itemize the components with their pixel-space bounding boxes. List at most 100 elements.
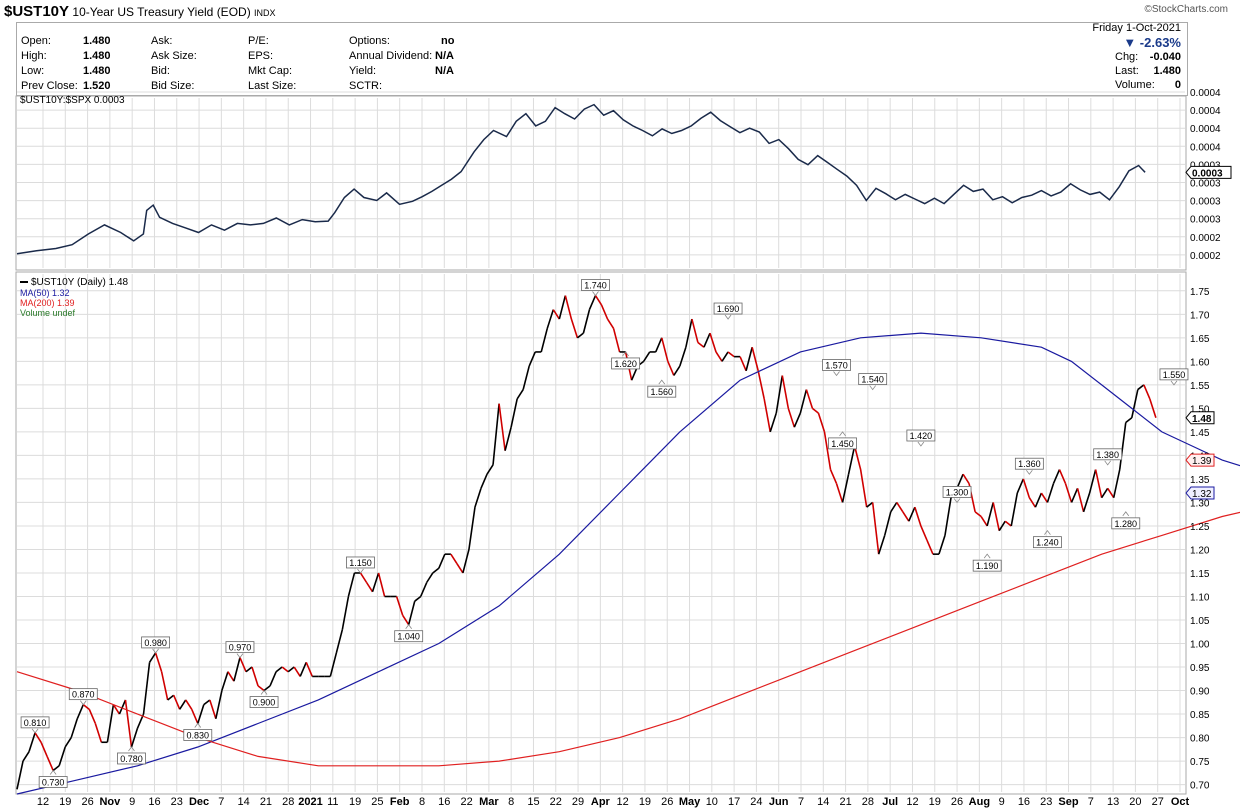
price-segment: [329, 652, 338, 677]
price-segment: [920, 525, 928, 541]
price-segment: [142, 662, 151, 715]
price-segment: [221, 671, 229, 691]
volume-value: 0: [1174, 79, 1181, 91]
price-segment: [498, 403, 506, 451]
price-segment: [191, 709, 199, 724]
annotation-box: [828, 437, 857, 450]
x-tick-label: Dec: [189, 796, 209, 808]
low-value: 1.480: [83, 65, 111, 77]
price-y-tick-label: 1.65: [1190, 334, 1210, 345]
x-tick-label: 13: [1107, 796, 1119, 808]
annotation-box: [346, 556, 375, 569]
price-segment: [305, 662, 314, 677]
price-segment: [582, 309, 591, 334]
x-tick-label: 2021: [298, 796, 322, 808]
price-segment: [450, 553, 458, 564]
price-segment: [703, 332, 711, 348]
x-tick-label: Nov: [99, 796, 121, 808]
annotation-label: 1.300: [946, 487, 969, 497]
x-tick-label: 24: [750, 796, 762, 808]
price-segment: [203, 699, 211, 706]
annotation-label: 0.780: [120, 754, 143, 764]
x-tick-label: 20: [1129, 796, 1141, 808]
price-segment: [709, 332, 717, 353]
x-tick-label: 29: [572, 796, 584, 808]
price-segment: [46, 756, 54, 771]
price-segment: [823, 431, 832, 470]
price-segment: [40, 741, 48, 757]
price-y-tick-label: 0.85: [1190, 710, 1210, 721]
annotation-label: 1.620: [614, 359, 637, 369]
price-segment: [1028, 497, 1037, 508]
annotation-label: 1.190: [976, 561, 999, 571]
price-segment: [492, 403, 500, 465]
price-segment: [787, 408, 796, 428]
price-segment: [130, 727, 139, 748]
price-segment: [576, 332, 584, 339]
price-y-tick-label: 1.60: [1190, 357, 1210, 368]
price-segment: [956, 473, 964, 489]
x-tick-label: 9: [129, 796, 135, 808]
price-segment: [974, 511, 982, 518]
price-segment: [1088, 469, 1097, 494]
price-segment: [992, 502, 1001, 531]
annotation-box: [906, 429, 936, 442]
price-segment: [902, 511, 910, 522]
annotation-box: [1033, 536, 1062, 549]
open-value: 1.480: [83, 35, 111, 47]
price-y-tick-label: 1.55: [1190, 381, 1210, 392]
price-segment: [817, 412, 826, 433]
brand-logo[interactable]: ©StockCharts.com: [1144, 4, 1228, 15]
x-tick-label: 15: [527, 796, 539, 808]
ratio-tag-label: 0.0003: [1192, 168, 1223, 179]
x-tick-label: 21: [839, 796, 851, 808]
ratio-y-tick-label: 0.0002: [1190, 251, 1221, 262]
price-segment: [1034, 492, 1043, 508]
price-segment: [227, 671, 235, 682]
price-segment: [739, 356, 747, 372]
ma50-line: [16, 332, 1240, 795]
price-segment: [1040, 492, 1049, 503]
chart-title: $UST10Y 10-Year US Treasury Yield (EOD) …: [4, 3, 276, 20]
price-segment: [245, 666, 253, 673]
price-segment: [606, 318, 615, 329]
price-segment: [1100, 487, 1109, 499]
down-arrow-icon: ▼: [1123, 35, 1140, 50]
price-segment: [1010, 492, 1019, 527]
x-tick-label: 16: [148, 796, 160, 808]
price-y-tick-label: 1.30: [1190, 498, 1210, 509]
price-segment: [112, 704, 121, 715]
x-tick-label: 23: [1040, 796, 1052, 808]
price-segment: [552, 309, 561, 320]
price-segment: [998, 520, 1006, 532]
price-segment: [420, 582, 428, 597]
price-segment: [1094, 469, 1103, 498]
ratio-y-tick-label: 0.0003: [1190, 179, 1221, 190]
annotation-label: 0.970: [229, 643, 252, 653]
annotation-box: [20, 716, 50, 729]
annotation-label: 1.360: [1018, 459, 1041, 469]
price-segment: [1143, 384, 1151, 400]
price-segment: [365, 581, 374, 593]
price-segment: [685, 318, 693, 348]
price-segment: [1112, 469, 1121, 498]
price-segment: [588, 295, 597, 310]
price-segment: [908, 506, 916, 522]
x-tick-label: 28: [862, 796, 874, 808]
price-segment: [1022, 478, 1031, 498]
price-y-tick-label: 1.70: [1190, 310, 1210, 321]
annotation-box: [1014, 457, 1044, 470]
prevclose-value: 1.520: [83, 80, 111, 92]
price-segment: [52, 765, 60, 772]
price-segment: [1125, 417, 1133, 424]
price-segment: [721, 351, 729, 362]
ratio-y-tick-label: 0.0003: [1190, 215, 1221, 226]
annotation-label: 1.380: [1096, 450, 1119, 460]
price-segment: [371, 572, 380, 593]
legend: $UST10Y (Daily) 1.48 MA(50) 1.32 MA(200)…: [20, 277, 129, 318]
legend-ma200: MA(200) 1.39: [20, 298, 75, 308]
price-segment: [1082, 492, 1091, 513]
annotation-box: [141, 636, 170, 649]
annotation-label: 1.150: [349, 558, 372, 568]
